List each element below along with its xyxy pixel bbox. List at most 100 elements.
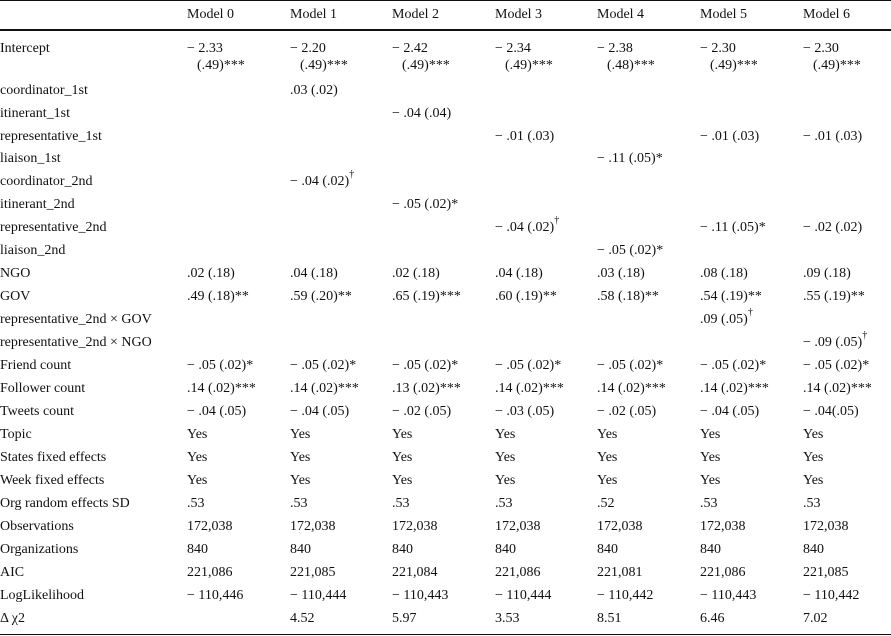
cell-value: Yes (700, 427, 721, 442)
table-cell: Yes (392, 472, 412, 489)
cell-std-error: (.49)*** (402, 58, 450, 73)
table-cell: .04 (.18) (290, 265, 338, 282)
table-cell: Yes (187, 449, 207, 466)
cell-value: − .11 (.05)* (597, 151, 663, 166)
cell-value: − .01 (.03) (700, 129, 760, 144)
table-cell: 6.46 (700, 610, 725, 627)
table-cell: 840 (597, 541, 618, 558)
cell-value: − .04 (.02) (495, 220, 555, 235)
table-cell: Yes (495, 449, 515, 466)
table-cell: − 110,442 (597, 587, 653, 604)
row-label: Observations (0, 519, 74, 534)
table-cell: Yes (290, 426, 310, 443)
cell-value: − 2.33 (187, 41, 223, 56)
row-label: Organizations (0, 542, 79, 557)
significance-mark: † (747, 307, 753, 319)
cell-value: .53 (187, 496, 205, 511)
table-cell: .03 (.18) (597, 265, 645, 282)
row-label: representative_1st (0, 129, 102, 144)
column-header: Model 2 (392, 7, 440, 22)
cell-value: .53 (495, 496, 513, 511)
table-cell: − .01 (.03) (700, 128, 759, 145)
cell-value: − .09 (.05) (803, 335, 863, 350)
cell-value: .53 (392, 496, 410, 511)
cell-value: − .04 (.02) (290, 174, 350, 189)
row-label: Tweets count (0, 404, 75, 419)
cell-value: − .05 (.02)* (392, 358, 459, 373)
cell-value: .58 (.18)** (597, 289, 659, 304)
cell-value: − .05 (.02)* (803, 358, 870, 373)
table-cell: .53 (290, 495, 308, 512)
table-cell: 840 (495, 541, 516, 558)
row-label: coordinator_2nd (0, 174, 93, 189)
cell-value: 221,085 (290, 565, 336, 580)
table-cell: − 2.42 (.49)*** (392, 40, 450, 74)
table-cell: 221,086 (187, 564, 233, 581)
row-label: liaison_1st (0, 151, 61, 166)
cell-value: Yes (597, 473, 618, 488)
cell-value: Yes (392, 427, 413, 442)
table-cell: − 2.20 (.49)*** (290, 40, 348, 74)
cell-value: .14 (.02)*** (290, 381, 359, 396)
table-cell: .53 (700, 495, 718, 512)
table-cell: 3.53 (495, 610, 520, 627)
table-cell: − .04 (.02)† (290, 170, 354, 190)
cell-value: .03 (.02) (290, 83, 338, 98)
cell-value: Yes (597, 450, 618, 465)
cell-value: 840 (803, 542, 824, 557)
row-label: States fixed effects (0, 450, 107, 465)
column-header: Model 5 (700, 7, 748, 22)
table-cell: .02 (.18) (392, 265, 440, 282)
table-cell: − .09 (.05)† (803, 331, 867, 351)
table-cell: Yes (597, 426, 617, 443)
significance-mark: † (554, 215, 560, 227)
table-cell: 4.52 (290, 610, 315, 627)
table-cell: − 110,444 (495, 587, 551, 604)
table-cell: .13 (.02)*** (392, 380, 461, 397)
row-label: Topic (0, 427, 32, 442)
significance-mark: † (862, 330, 868, 342)
table-cell: .04 (.18) (495, 265, 543, 282)
cell-value: Yes (700, 473, 721, 488)
cell-value: .04 (.18) (290, 266, 338, 281)
table-cell: .53 (495, 495, 513, 512)
cell-value: .04 (.18) (495, 266, 543, 281)
cell-value: 221,081 (597, 565, 643, 580)
row-label: Org random effects SD (0, 496, 130, 511)
table-cell: .03 (.02) (290, 82, 338, 99)
cell-std-error: (.49)*** (813, 58, 861, 73)
cell-value: .14 (.02)*** (495, 381, 564, 396)
table-cell: Yes (803, 472, 823, 489)
cell-value: Yes (290, 473, 311, 488)
cell-value: 5.97 (392, 611, 417, 626)
cell-value: − 2.42 (392, 41, 428, 56)
table-cell: .08 (.18) (700, 265, 748, 282)
table-cell: .09 (.05)† (700, 308, 753, 328)
table-cell: .52 (597, 495, 615, 512)
table-cell: − .04 (.02)† (495, 216, 559, 236)
table-cell: − .03 (.05) (495, 403, 554, 420)
cell-std-error: (.49)*** (710, 58, 758, 73)
cell-value: Yes (495, 473, 516, 488)
row-label: NGO (0, 266, 31, 281)
table-cell: − .05 (.02)* (700, 357, 766, 374)
table-cell: − 2.34 (.49)*** (495, 40, 553, 74)
cell-value: 172,038 (392, 519, 438, 534)
column-header: Model 6 (803, 7, 851, 22)
table-bottom-rule (0, 634, 891, 635)
cell-std-error: (.49)*** (197, 58, 245, 73)
table-cell: − .04 (.04) (392, 105, 451, 122)
table-cell: Yes (495, 472, 515, 489)
cell-value: Yes (700, 450, 721, 465)
cell-value: − .05 (.02)* (700, 358, 767, 373)
cell-value: − 110,444 (290, 588, 347, 603)
cell-value: − .02 (.02) (803, 220, 863, 235)
table-cell: .14 (.02)*** (290, 380, 359, 397)
table-cell: Yes (187, 426, 207, 443)
cell-value: 6.46 (700, 611, 725, 626)
row-label: GOV (0, 289, 31, 304)
cell-value: .14 (.02)*** (597, 381, 666, 396)
cell-value: − .01 (.03) (495, 129, 555, 144)
table-cell: .55 (.19)** (803, 288, 865, 305)
row-label: Follower count (0, 381, 86, 396)
